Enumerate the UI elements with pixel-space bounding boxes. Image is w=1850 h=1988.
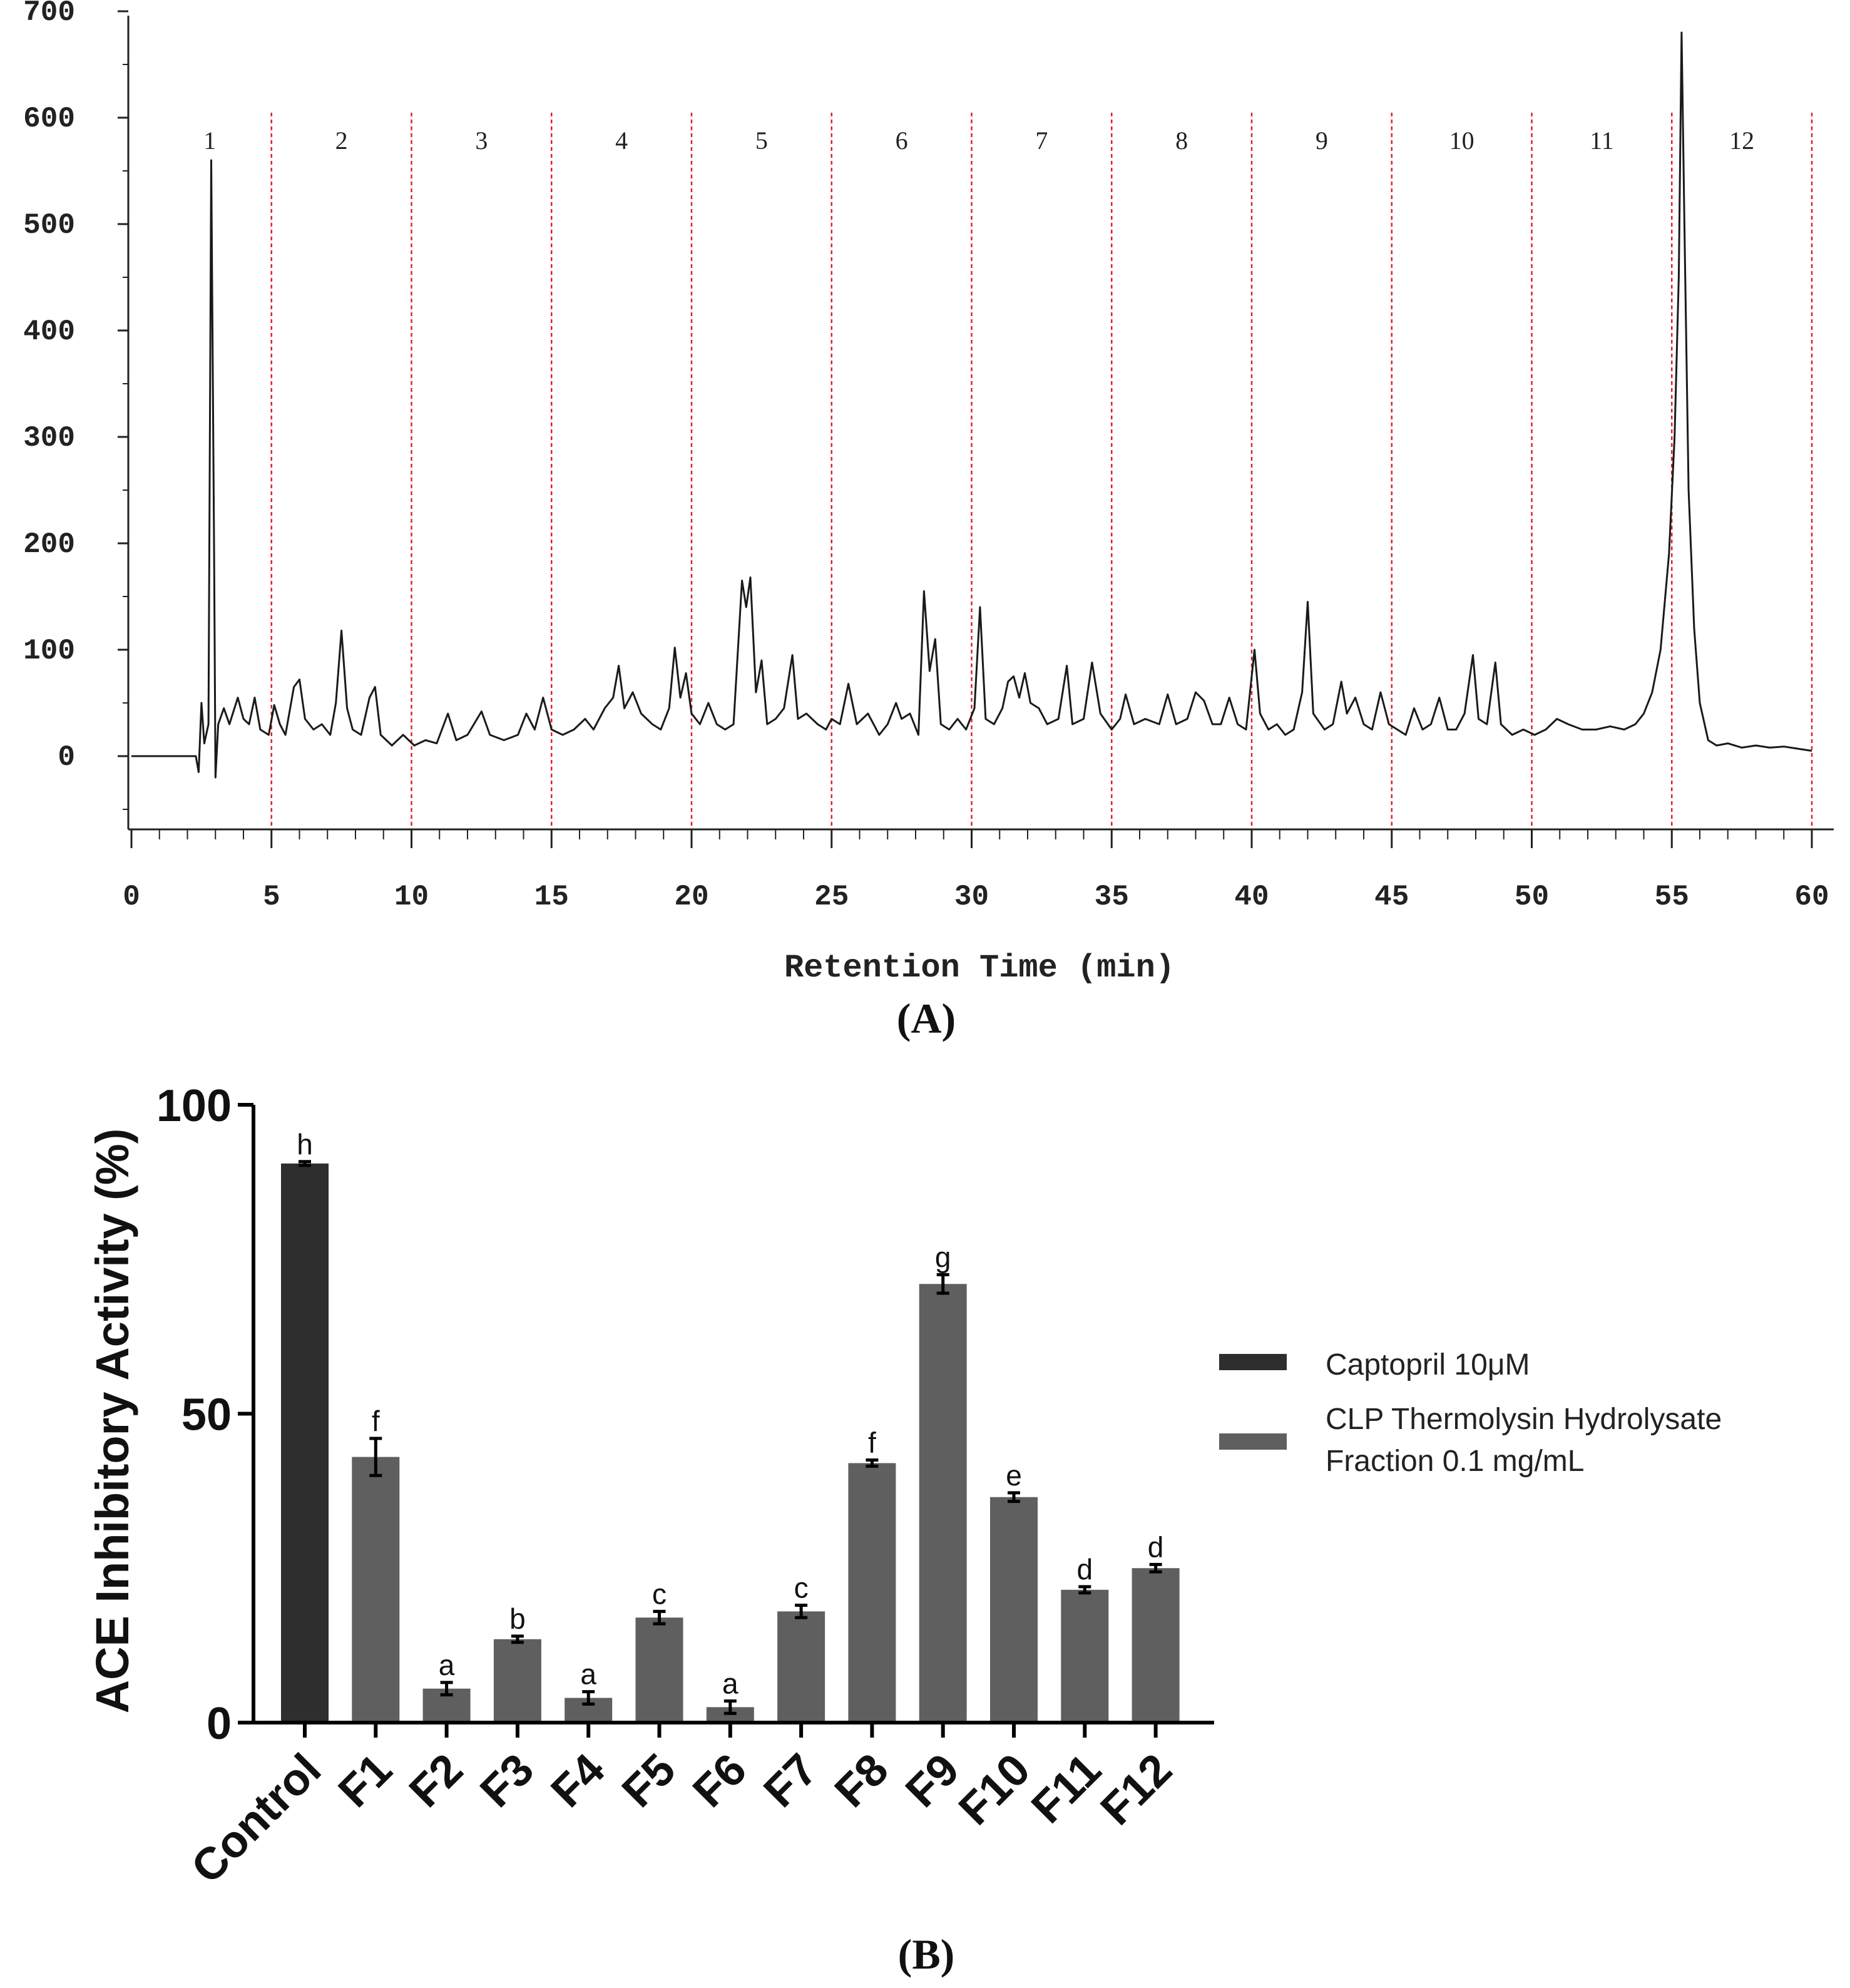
legend-label-captopril: Captopril 10μM: [1326, 1348, 1530, 1381]
significance-letter: d: [1148, 1530, 1164, 1563]
legend-label-clp-line1: CLP Thermolysin Hydrolysate: [1326, 1403, 1722, 1436]
y-tick-label: 200: [23, 528, 75, 561]
x-tick-label: 50: [1515, 881, 1549, 913]
x-tick-label: 40: [1234, 881, 1269, 913]
category-label: F7: [754, 1745, 827, 1817]
category-label: Control: [182, 1745, 331, 1893]
category-label: F6: [683, 1745, 756, 1817]
fraction-label: 10: [1449, 126, 1474, 155]
y-tick-label-b: 0: [207, 1699, 232, 1749]
bar: [990, 1497, 1038, 1723]
bar: [919, 1284, 967, 1723]
y-tick-label: 500: [23, 209, 75, 242]
x-tick-label: 0: [123, 881, 140, 913]
category-label: F2: [400, 1745, 473, 1817]
y-tick-label: 400: [23, 315, 75, 348]
significance-letter: a: [722, 1667, 738, 1699]
panel-label-b: (B): [898, 1930, 955, 1978]
legend-label-clp-line2: Fraction 0.1 mg/mL: [1326, 1445, 1584, 1478]
x-tick-label: 30: [954, 881, 989, 913]
bar: [352, 1457, 400, 1723]
bar: [493, 1639, 541, 1723]
significance-letter: f: [372, 1405, 380, 1437]
fraction-label: 3: [475, 126, 488, 155]
fraction-label: 5: [755, 126, 768, 155]
significance-letter: h: [297, 1128, 313, 1161]
legend-swatch-clp: [1219, 1433, 1287, 1450]
x-tick-label: 5: [263, 881, 280, 913]
bar: [1061, 1589, 1109, 1723]
bar-panel: h f a b a c a c f g e d d 0 50 100 ControlF1F2F3F4F5F6…: [86, 1081, 1722, 1978]
fraction-label: 9: [1316, 126, 1328, 155]
legend-swatch-captopril: [1219, 1354, 1287, 1370]
fraction-label: 6: [896, 126, 908, 155]
panel-label-a: (A): [897, 995, 956, 1042]
fraction-label: 2: [335, 126, 348, 155]
x-axis-ticks: 0 5 10 15 20 25 30 35 40 45 50 55 60: [123, 829, 1829, 913]
fraction-boundaries: [270, 113, 1813, 829]
y-tick-label: 300: [23, 422, 75, 454]
category-label: F11: [1022, 1745, 1110, 1833]
category-label: F8: [825, 1745, 898, 1817]
y-tick-label: 100: [23, 635, 75, 667]
y-tick-label: 700: [23, 0, 75, 29]
category-label: F3: [471, 1745, 543, 1817]
bar: [635, 1617, 683, 1723]
category-label: F1: [329, 1745, 402, 1817]
significance-letter: a: [439, 1649, 455, 1681]
legend: Captopril 10μM CLP Thermolysin Hydrolysa…: [1219, 1348, 1722, 1478]
y-tick-label-b: 100: [156, 1081, 232, 1131]
bar: [1132, 1568, 1180, 1723]
x-tick-label: 10: [394, 881, 429, 913]
significance-letter: d: [1077, 1553, 1093, 1586]
fraction-label: 7: [1035, 126, 1048, 155]
x-tick-label: 25: [814, 881, 849, 913]
y-tick-label: 600: [23, 103, 75, 135]
y-tick-label-b: 50: [181, 1390, 232, 1440]
fraction-labels: 1 2 3 4 5 6 7 8 9 10 11 12: [203, 126, 1754, 155]
bars: h f a b a c a c f g e d d: [281, 1128, 1180, 1723]
fraction-label: 4: [615, 126, 628, 155]
x-tick-label: 15: [534, 881, 569, 913]
chromatogram-line: [131, 31, 1812, 779]
category-label: F4: [542, 1745, 615, 1817]
fraction-label: 12: [1729, 126, 1754, 155]
x-tick-label: 55: [1655, 881, 1689, 913]
y-axis-ticks-b: 0 50 100: [156, 1081, 253, 1749]
y-axis-ticks: 0 100 200 300 400 500 600 700: [23, 0, 128, 810]
bar: [848, 1463, 896, 1723]
x-tick-label: 20: [674, 881, 708, 913]
significance-letter: f: [868, 1427, 876, 1459]
fraction-label: 8: [1175, 126, 1188, 155]
significance-letter: c: [794, 1571, 809, 1604]
bar: [281, 1163, 329, 1723]
x-axis-title: Retention Time (min): [784, 950, 1175, 986]
x-tick-label: 35: [1095, 881, 1129, 913]
category-label: F5: [613, 1745, 685, 1817]
x-tick-label: 45: [1374, 881, 1409, 913]
significance-letter: a: [580, 1658, 596, 1691]
significance-letter: g: [935, 1241, 951, 1273]
significance-letter: e: [1006, 1459, 1022, 1492]
category-label: F12: [1091, 1745, 1182, 1835]
significance-letter: c: [652, 1577, 667, 1610]
significance-letter: b: [509, 1602, 526, 1635]
x-tick-label: 60: [1794, 881, 1829, 913]
y-axis-title-b: ACE Inhibitory Activity (%): [86, 1129, 138, 1714]
fraction-label: 1: [203, 126, 216, 155]
y-tick-label: 0: [58, 741, 75, 774]
category-label: F10: [949, 1745, 1040, 1835]
fraction-label: 11: [1590, 126, 1614, 155]
bar: [777, 1611, 825, 1723]
